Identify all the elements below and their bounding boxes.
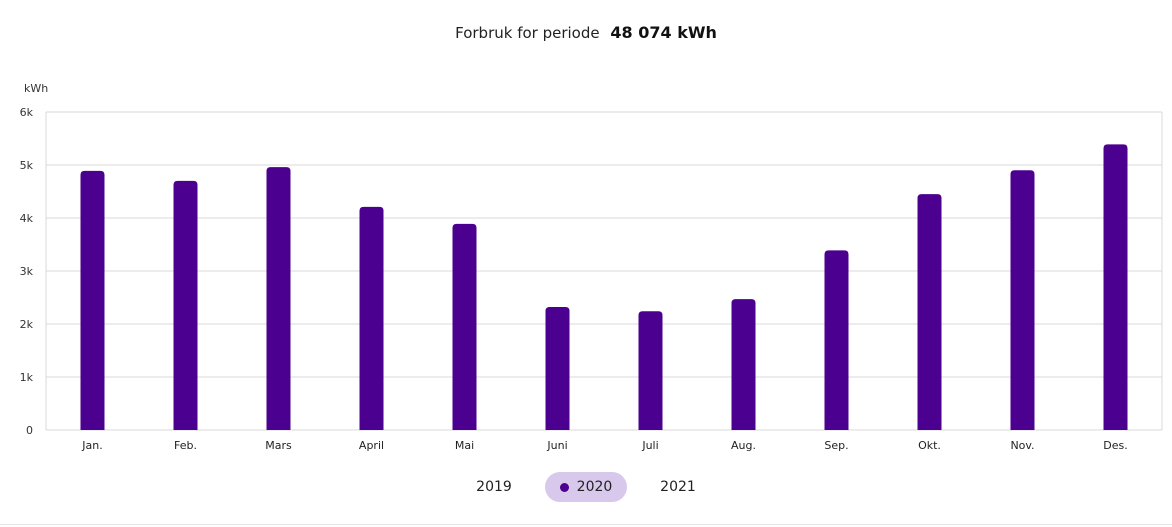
x-tick-label: Feb. [174, 439, 197, 452]
bar-mai [452, 223, 477, 430]
x-tick-label: Nov. [1010, 439, 1034, 452]
period-consumption-value: 48 074 kWh [610, 23, 717, 42]
x-tick-label: April [359, 439, 384, 452]
y-tick-label: 5k [20, 159, 34, 172]
bar-nov [1010, 170, 1035, 431]
bar-juli [638, 311, 663, 430]
bar-feb [173, 180, 198, 430]
bar-april [359, 206, 384, 430]
year-option-2021[interactable]: 2021 [647, 472, 709, 502]
x-tick-label: Mars [265, 439, 292, 452]
monthly-consumption-chart: kWh 0 1k 2k 3k 4k 5k 6k Jan. Feb. Mars April Mai Juni… [20, 82, 1163, 452]
year-option-label: 2021 [660, 479, 696, 495]
bottom-divider [0, 524, 1172, 525]
y-tick-label: 2k [20, 318, 34, 331]
year-option-label: 2020 [576, 479, 613, 495]
bar-aug [731, 299, 756, 430]
year-option-2020[interactable]: 2020 [545, 472, 627, 502]
y-tick-label: 0 [26, 424, 33, 437]
year-option-label: 2019 [476, 479, 512, 495]
y-tick-label: 6k [20, 106, 34, 119]
x-tick-label: Juli [641, 439, 658, 452]
x-tick-label: Mai [455, 439, 474, 452]
bar-mars [266, 167, 291, 430]
x-tick-label: Okt. [918, 439, 941, 452]
bar-des [1103, 144, 1128, 430]
bar-juni [545, 307, 570, 430]
period-consumption-label: Forbruk for periode [455, 24, 600, 42]
bar-okt [917, 194, 942, 430]
x-tick-label: Sep. [824, 439, 848, 452]
year-selector: 2019 2020 2021 [0, 472, 1172, 502]
x-tick-label: Des. [1103, 439, 1127, 452]
bar-jan [80, 170, 105, 430]
y-tick-label: 3k [20, 265, 34, 278]
bar-sep [824, 250, 849, 430]
y-tick-label: 4k [20, 212, 34, 225]
x-tick-label: Aug. [731, 439, 756, 452]
x-tick-label: Juni [546, 439, 567, 452]
y-tick-label: 1k [20, 371, 34, 384]
y-axis-label: kWh [24, 82, 48, 95]
period-consumption-summary: Forbruk for periode 48 074 kWh [0, 22, 1172, 44]
selected-dot-icon [559, 482, 569, 492]
year-option-2019[interactable]: 2019 [463, 472, 525, 502]
x-tick-label: Jan. [81, 439, 102, 452]
